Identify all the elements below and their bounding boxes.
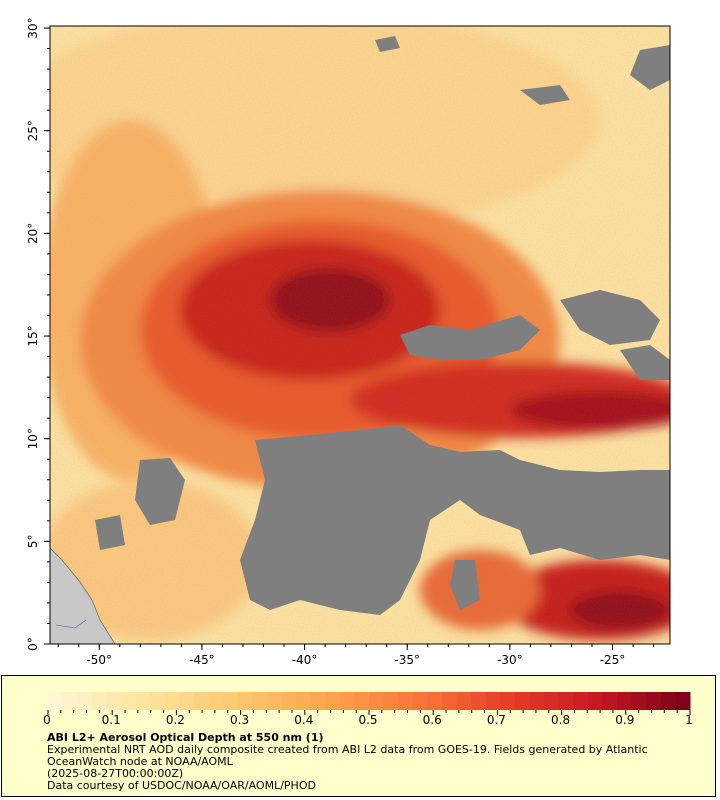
colorbar-segment [193, 692, 209, 710]
colorbar-segment [106, 692, 122, 710]
colorbar-segment [48, 692, 64, 710]
colorbar-segment [660, 692, 676, 710]
colorbar-segment [120, 692, 137, 710]
legend-panel [1, 675, 716, 797]
colorbar-segment [223, 692, 239, 710]
colorbar-tick-label: 0.4 [294, 713, 314, 727]
colorbar-segment [587, 692, 603, 710]
colorbar-segment [631, 692, 647, 710]
lon-label: -45° [189, 653, 215, 667]
colorbar-segment [281, 692, 297, 710]
colorbar-segment [383, 692, 399, 710]
colorbar-segment [558, 692, 574, 710]
lat-label: 15° [26, 325, 40, 346]
legend-description: Experimental NRT AOD daily composite cre… [47, 743, 648, 768]
lon-label: -35° [394, 653, 420, 667]
colorbar-segment [427, 692, 443, 710]
colorbar-segment [150, 692, 166, 710]
colorbar-segment [675, 692, 691, 710]
colorbar-tick-label: 0.6 [422, 713, 442, 727]
lon-label: -50° [86, 653, 112, 667]
colorbar-segment [514, 692, 530, 710]
colorbar-segment [485, 692, 501, 710]
colorbar-segment [266, 692, 282, 710]
colorbar-tick-label: 0.3 [230, 713, 250, 727]
legend-date: (2025-08-27T00:00:00Z) [47, 767, 184, 780]
lat-label: 0° [26, 637, 40, 651]
colorbar-segment [412, 692, 428, 710]
colorbar-segment [208, 692, 224, 710]
colorbar-segment [91, 692, 107, 710]
colorbar-segment [325, 692, 341, 710]
lon-label: -25° [600, 653, 626, 667]
colorbar-tick-label: 0.8 [551, 713, 571, 727]
lat-label: 5° [26, 535, 40, 549]
river-outline [55, 619, 87, 629]
colorbar-tick-label: 0.9 [615, 713, 635, 727]
colorbar-segment [164, 692, 180, 710]
colorbar-tick-label: 0.1 [101, 713, 121, 727]
colorbar-tick-label: 0.5 [358, 713, 378, 727]
colorbar-segment [62, 692, 78, 710]
cloud-mask [95, 36, 670, 615]
colorbar-segment [252, 692, 268, 710]
colorbar-segment [179, 692, 195, 710]
legend-credit: Data courtesy of USDOC/NOAA/OAR/AOML/PHO… [47, 779, 316, 792]
colorbar-segment [500, 692, 516, 710]
lon-label: -30° [497, 653, 523, 667]
colorbar-segment [646, 692, 662, 710]
colorbar-segment [339, 692, 355, 710]
legend-title: ABI L2+ Aerosol Optical Depth at 550 nm … [47, 731, 324, 744]
colorbar-segment [354, 692, 370, 710]
colorbar-segment [135, 692, 151, 710]
colorbar-segment [456, 692, 472, 710]
colorbar-segment [237, 692, 253, 710]
colorbar-segment [369, 692, 385, 710]
colorbar-segment [617, 692, 633, 710]
colorbar-segment [441, 692, 458, 710]
lat-label: 25° [26, 120, 40, 141]
colorbar-tick-label: 1 [685, 713, 693, 727]
lat-label: 30° [26, 17, 40, 38]
lon-label: -40° [292, 653, 318, 667]
map-panel: 30° 25° 20° 15° 10° 5° 0° -50° -45° -40° -35° -30° -… [0, 0, 720, 670]
colorbar-tick-label: 0.7 [486, 713, 506, 727]
colorbar-segment [529, 692, 545, 710]
map-canvas[interactable]: 30° 25° 20° 15° 10° 5° 0° -50° -45° -40° -35° -30° -… [0, 0, 720, 670]
colorbar-segment [77, 692, 93, 710]
colorbar [47, 692, 691, 715]
colorbar-segment [602, 692, 618, 710]
land-south-america [50, 548, 115, 644]
colorbar-segment [310, 692, 326, 710]
map-axes: 30° 25° 20° 15° 10° 5° 0° -50° -45° -40° -35° -30° -… [26, 17, 655, 667]
colorbar-tick-label: 0.2 [165, 713, 185, 727]
colorbar-segment [544, 692, 560, 710]
lat-label: 10° [26, 428, 40, 449]
colorbar-segment [471, 692, 487, 710]
colorbar-segment [573, 692, 589, 710]
colorbar-tick-label: 0 [43, 713, 51, 727]
colorbar-segment [398, 692, 414, 710]
coastline [50, 547, 116, 644]
map-border [49, 25, 671, 645]
lat-label: 20° [26, 223, 40, 244]
colorbar-segment [296, 692, 312, 710]
